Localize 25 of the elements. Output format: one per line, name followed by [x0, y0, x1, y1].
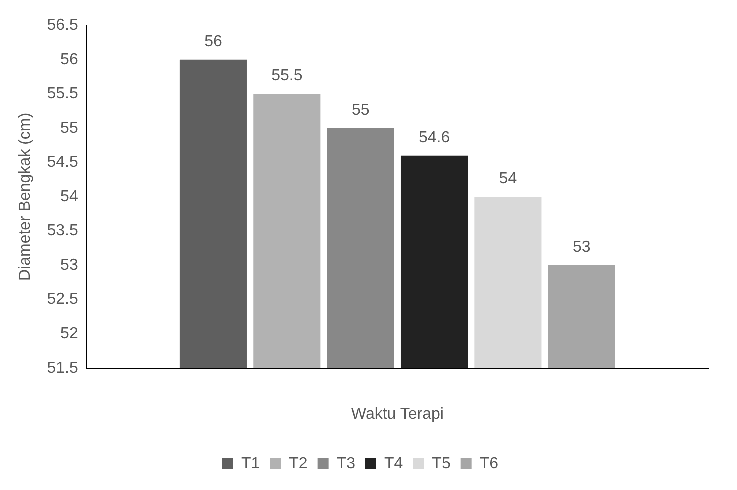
- legend-label: T1: [241, 455, 260, 472]
- data-label: 53: [572, 238, 591, 256]
- y-tick-label: 51.5: [47, 360, 78, 377]
- y-tick-label: 55: [60, 120, 78, 137]
- legend-label: T3: [336, 455, 356, 472]
- y-tick-label: 54: [60, 188, 78, 206]
- y-tick-label: 54.5: [47, 154, 78, 172]
- data-label: 54: [499, 170, 518, 188]
- x-axis-title: Waktu Terapi: [351, 406, 444, 423]
- legend-label: T4: [384, 455, 404, 472]
- y-tick-label: 56: [60, 51, 78, 68]
- data-label: 55: [352, 102, 370, 119]
- y-tick-label: 53: [60, 256, 78, 274]
- y-axis-title: Diameter Bengkak (cm): [17, 112, 34, 282]
- legend-label: T2: [289, 455, 308, 472]
- y-tick-label: 53.5: [47, 222, 78, 240]
- y-tick-label: 52: [60, 326, 78, 343]
- data-label: 55.5: [272, 68, 303, 85]
- y-tick-label: 52.5: [47, 291, 78, 308]
- data-label: 54.6: [418, 129, 450, 146]
- legend-label: T6: [480, 455, 499, 472]
- y-tick-label: 56.5: [47, 17, 78, 34]
- legend-label: T5: [432, 455, 451, 472]
- y-tick-label: 55.5: [47, 86, 78, 103]
- data-label: 56: [204, 33, 222, 50]
